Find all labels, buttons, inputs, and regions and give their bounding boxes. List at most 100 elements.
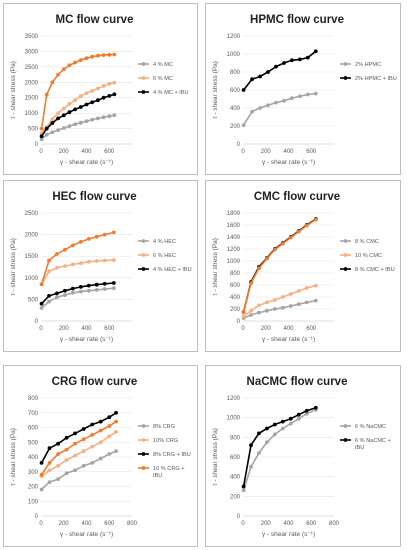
mc-series-point	[50, 121, 55, 125]
mc-series-point	[101, 95, 106, 100]
hec-series-point	[63, 288, 67, 293]
mc-series-point	[39, 134, 44, 139]
crg-y-tick-label: 100	[28, 499, 39, 505]
nacmc-legend-label: 6 % NaCMC	[355, 424, 386, 430]
crg-series-point	[64, 458, 69, 462]
hpmc-legend-marker	[343, 76, 348, 80]
hec-series-line-0	[41, 287, 114, 309]
nacmc-x-axis-label: γ - shear rate (s⁻¹)	[262, 531, 315, 538]
hpmc-legend-label: 2% HPMC + IBU	[355, 76, 397, 82]
nacmc-series-point	[304, 411, 309, 416]
cmc-series-point	[313, 217, 318, 222]
hec-legend-marker	[141, 267, 146, 271]
cmc-y-tick-label: 600	[230, 283, 241, 289]
hec-chart-title: HEC flow curve	[52, 191, 136, 203]
nacmc-series-point	[257, 451, 261, 455]
cmc-y-tick-label: 200	[230, 307, 241, 313]
crg-legend-marker	[141, 438, 146, 442]
mc-series-point	[78, 58, 83, 62]
crg-legend-marker	[141, 452, 146, 456]
crg-series-line-1	[41, 431, 117, 477]
nacmc-y-tick-label: 600	[230, 455, 241, 461]
crg-series-point	[98, 456, 103, 461]
cmc-series-point	[280, 241, 285, 246]
hpmc-series-point	[282, 98, 286, 103]
hec-series-point	[111, 286, 116, 291]
hpmc-series-point	[298, 94, 302, 99]
cmc-y-axis-label: τ - shear stress (Pa)	[212, 238, 219, 296]
crg-series-point	[64, 471, 69, 476]
mc-series-point	[101, 115, 106, 120]
mc-y-tick-label: 1500	[25, 96, 39, 102]
cmc-legend-marker	[343, 253, 348, 257]
mc-series-point	[101, 84, 106, 88]
hec-series-point	[111, 281, 116, 285]
cmc-series-point	[257, 310, 261, 315]
nacmc-series-point	[304, 408, 309, 413]
hpmc-series-point	[290, 58, 294, 63]
crg-series-point	[47, 446, 52, 451]
crg-series-point	[81, 437, 86, 442]
hec-x-tick-label: 600	[104, 326, 115, 332]
mc-series-point	[84, 56, 89, 61]
cmc-series-point	[249, 308, 253, 313]
mc-series-point	[50, 117, 55, 122]
hpmc-x-tick-label: 0	[241, 149, 245, 155]
hec-x-axis-label: γ - shear rate (s⁻¹)	[60, 336, 113, 343]
hec-series-point	[102, 287, 107, 291]
crg-y-tick-label: 200	[28, 485, 39, 491]
mc-series-point	[39, 126, 44, 131]
nacmc-y-tick-label: 0	[237, 514, 241, 520]
hec-series-line-3	[40, 231, 114, 285]
mc-series-point	[78, 120, 83, 125]
mc-series-point	[50, 80, 55, 85]
cmc-series-point	[249, 281, 253, 286]
crg-series-line-3	[40, 420, 117, 476]
mc-legend-marker	[141, 90, 146, 94]
hec-series-point	[94, 288, 99, 292]
mc-y-tick-label: 3000	[25, 49, 39, 55]
mc-series-point	[56, 72, 60, 77]
hec-series-point	[55, 291, 59, 296]
crg-series-point	[107, 434, 112, 439]
nacmc-legend-label: 6 % NaCMC + IBU	[355, 438, 391, 451]
hec-series-point	[47, 269, 51, 274]
cmc-series-point	[265, 256, 269, 261]
mc-series-point	[73, 60, 77, 65]
nacmc-series-point	[265, 440, 269, 445]
nacmc-series-point	[257, 431, 261, 436]
crg-y-tick-label: 500	[28, 440, 39, 446]
cmc-series-point	[257, 266, 261, 271]
crg-series-point	[47, 468, 52, 473]
cmc-series-point	[288, 292, 293, 296]
mc-series-point	[73, 107, 77, 112]
hec-series-point	[78, 240, 83, 244]
hec-series-point	[47, 294, 51, 298]
mc-chart-panel: MC flow curve 0 500 1000 1500 2000 2500 3000 350…	[3, 3, 198, 175]
cmc-y-tick-label: 400	[230, 295, 241, 301]
hec-series-point	[102, 258, 107, 263]
mc-series-point	[96, 86, 100, 91]
cmc-series-point	[280, 305, 285, 310]
mc-series-point	[84, 119, 89, 124]
cmc-series-point	[241, 314, 246, 319]
cmc-x-tick-label: 0	[241, 326, 245, 332]
mc-series-point	[78, 105, 83, 109]
mc-series-point	[107, 81, 112, 86]
mc-legend-label: 4 % MC	[153, 62, 173, 68]
hec-series-point	[55, 252, 59, 256]
hec-series-point	[86, 237, 91, 241]
crg-series-point	[73, 453, 77, 458]
mc-y-axis-label: τ - shear stress (Pa)	[10, 61, 17, 119]
crg-series-point	[56, 477, 60, 481]
crg-series-point	[114, 430, 118, 434]
crg-series-point	[73, 468, 77, 473]
crg-y-tick-label: 0	[35, 514, 39, 520]
nacmc-series-point	[265, 426, 269, 431]
mc-series-point	[56, 111, 60, 115]
cmc-series-point	[272, 307, 277, 311]
hec-series-point	[63, 247, 67, 252]
crg-chart-title: CRG flow curve	[52, 376, 138, 388]
mc-series-point	[96, 53, 100, 58]
cmc-series-point	[296, 289, 301, 293]
